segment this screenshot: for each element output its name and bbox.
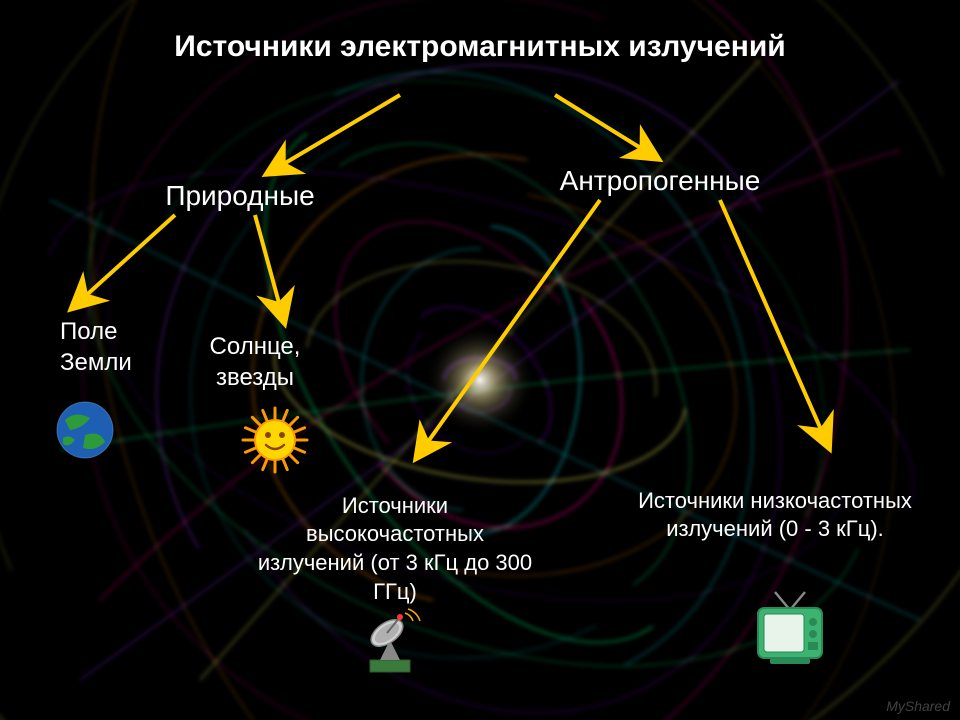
node-natural: Природные	[130, 178, 350, 214]
node-low-frequency: Источники низкочастотных излучений (0 - …	[620, 487, 930, 544]
watermark: MyShared	[886, 698, 950, 714]
node-sun-stars: Солнце, звезды	[180, 331, 330, 393]
node-high-frequency: Источники высокочастотных излучений (от …	[250, 492, 540, 606]
antenna-icon	[355, 605, 425, 675]
node-anthropogenic: Антропогенные	[520, 163, 800, 199]
tv-icon	[750, 590, 830, 670]
node-earth-field: Поле Земли	[60, 316, 170, 378]
content-layer: Источники электромагнитных излучений При…	[0, 0, 960, 720]
sun-icon	[240, 405, 310, 475]
diagram-title: Источники электромагнитных излучений	[170, 27, 790, 66]
earth-icon	[55, 400, 115, 460]
